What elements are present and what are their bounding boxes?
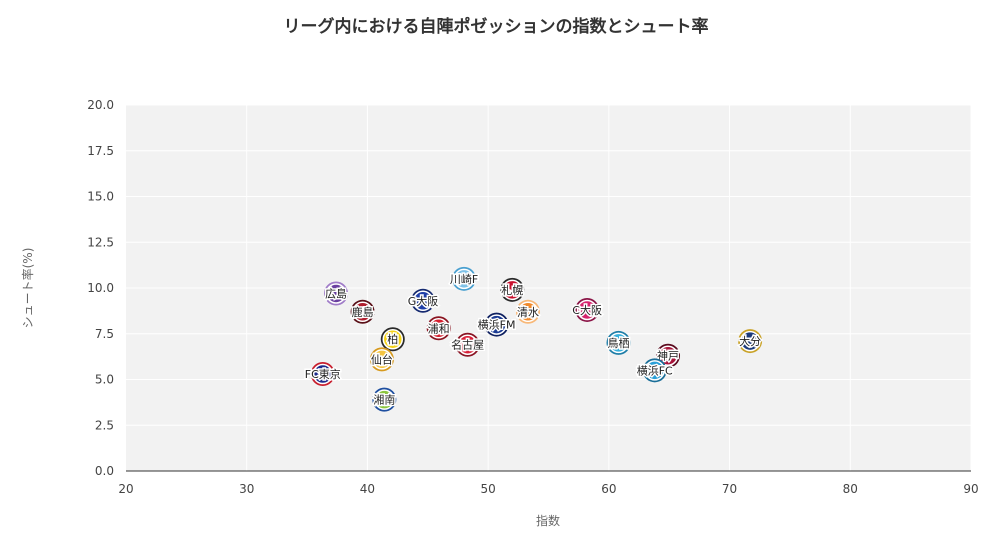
data-point[interactable]: 川崎F	[448, 266, 480, 291]
x-tick-label: 70	[722, 482, 737, 496]
point-label: 札幌	[501, 283, 523, 297]
x-tick-label: 40	[360, 482, 375, 496]
y-axis-title: シュート率(%)	[20, 248, 35, 329]
point-label: 柏	[387, 332, 398, 346]
point-label: G大阪	[408, 294, 439, 308]
point-marker	[428, 318, 449, 339]
x-tick-label: 20	[118, 482, 133, 496]
point-marker	[457, 334, 478, 355]
y-axis-ticks: 0.0 2.5 5.0 7.5 10.0 12.5 15.0 17.5 20.0	[87, 98, 114, 478]
point-label: 鳥栖	[608, 336, 630, 350]
y-tick-label: 20.0	[87, 98, 114, 112]
data-point[interactable]: 柏	[380, 327, 405, 352]
data-point[interactable]: 仙台	[369, 347, 394, 372]
point-label: 広島	[325, 286, 347, 300]
x-tick-label: 60	[601, 482, 616, 496]
data-point[interactable]: 横浜FC	[635, 358, 675, 383]
gridlines	[126, 104, 972, 471]
y-tick-label: 7.5	[95, 327, 114, 341]
point-marker	[517, 301, 539, 323]
point-marker	[453, 268, 475, 290]
point-marker	[352, 301, 373, 323]
data-point[interactable]: 清水	[515, 299, 540, 324]
data-point[interactable]: 名古屋	[450, 332, 486, 357]
point-label: 神戸	[657, 349, 679, 363]
point-label: 鹿島	[352, 305, 374, 319]
point-label: 横浜FC	[637, 363, 673, 377]
point-label: 横浜FM	[478, 318, 516, 332]
point-label: 川崎F	[450, 272, 478, 286]
point-marker	[374, 389, 395, 410]
point-label: 名古屋	[451, 338, 484, 352]
y-tick-label: 0.0	[95, 464, 114, 478]
x-axis-ticks: 20 30 40 50 60 70 80 90	[118, 482, 978, 496]
point-label: 湘南	[373, 393, 395, 407]
point-label: 浦和	[428, 322, 450, 335]
chart-title: リーグ内における自陣ポゼッションの指数とシュート率	[284, 16, 709, 37]
point-marker	[576, 299, 598, 321]
data-point[interactable]: 鹿島	[350, 299, 375, 324]
data-point[interactable]: 浦和	[426, 316, 451, 341]
point-marker	[739, 330, 761, 352]
data-point[interactable]: G大阪	[406, 288, 440, 313]
y-tick-label: 5.0	[95, 373, 114, 387]
y-tick-label: 17.5	[87, 144, 114, 158]
point-marker	[644, 360, 665, 381]
y-tick-label: 12.5	[87, 235, 114, 249]
data-point[interactable]: 横浜FM	[476, 312, 517, 337]
point-label: 大分	[739, 334, 761, 348]
y-tick-label: 2.5	[95, 418, 114, 432]
x-tick-label: 90	[963, 482, 978, 496]
point-label: FC東京	[305, 367, 341, 381]
data-point[interactable]: 鳥栖	[606, 330, 631, 355]
point-marker	[657, 345, 679, 366]
data-point[interactable]: 札幌	[500, 277, 525, 302]
point-marker	[502, 279, 523, 301]
point-label: C大阪	[572, 303, 602, 317]
point-marker	[608, 332, 629, 354]
data-point[interactable]: C大阪	[571, 297, 603, 322]
data-point[interactable]: 大分	[738, 329, 763, 354]
x-tick-label: 30	[239, 482, 254, 496]
point-marker	[412, 290, 434, 312]
x-tick-label: 80	[843, 482, 858, 496]
point-marker	[312, 363, 334, 385]
data-point[interactable]: FC東京	[303, 362, 342, 387]
data-point[interactable]: 湘南	[372, 387, 397, 412]
point-label: 仙台	[371, 352, 393, 366]
y-tick-label: 15.0	[87, 190, 114, 204]
point-marker	[486, 314, 507, 335]
point-marker	[371, 349, 393, 370]
x-axis-title: 指数	[536, 513, 560, 528]
y-tick-label: 10.0	[87, 281, 114, 295]
data-point[interactable]: 広島	[324, 281, 349, 306]
point-label: 清水	[517, 306, 539, 319]
point-marker	[325, 283, 347, 304]
x-tick-label: 50	[481, 482, 496, 496]
point-marker	[382, 328, 404, 350]
